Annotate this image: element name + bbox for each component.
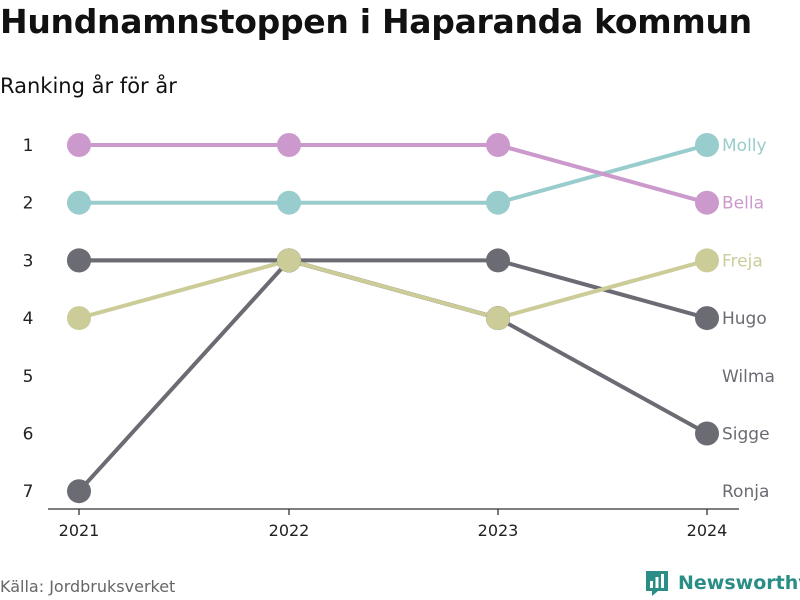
y-tick-label: 5 — [23, 367, 34, 387]
end-label-freja: Freja — [722, 251, 763, 271]
chart-title: Hundnamnstoppen i Haparanda kommun — [0, 2, 752, 41]
series-line-ronja — [77, 258, 500, 494]
series-line-bella — [77, 143, 709, 205]
end-label-wilma: Wilma — [722, 367, 775, 387]
x-tick-label: 2024 — [687, 521, 728, 540]
marker-molly — [277, 190, 301, 215]
series-line-molly — [77, 143, 709, 205]
marker-sigge — [695, 421, 719, 446]
y-tick-label: 3 — [23, 251, 34, 271]
marker-freja — [277, 248, 301, 273]
marker-freja — [695, 248, 719, 273]
marker-bella — [67, 133, 91, 157]
end-label-ronja: Ronja — [722, 482, 769, 502]
marker-hugo — [486, 248, 510, 273]
x-tick-label: 2023 — [478, 521, 519, 540]
y-tick-label: 6 — [23, 425, 34, 445]
marker-hugo — [695, 306, 719, 331]
marker-molly — [486, 190, 510, 215]
x-tick-label: 2022 — [269, 521, 310, 540]
x-tick-label: 2021 — [59, 521, 100, 540]
end-label-sigge: Sigge — [722, 425, 770, 445]
y-tick-label: 1 — [23, 136, 34, 156]
y-tick-label: 7 — [23, 482, 34, 502]
brand-name: Newsworthy — [678, 572, 800, 594]
chart-subtitle: Ranking år för år — [0, 74, 177, 98]
marker-molly — [67, 190, 91, 215]
series-line-freja — [77, 258, 709, 321]
marker-freja — [67, 306, 91, 331]
end-label-molly: Molly — [722, 136, 767, 156]
end-label-hugo: Hugo — [722, 309, 767, 329]
marker-bella — [277, 133, 301, 157]
marker-freja — [486, 306, 510, 331]
source-note: Källa: Jordbruksverket — [0, 577, 176, 596]
marker-hugo — [67, 248, 91, 273]
series-line-sigge — [287, 258, 709, 436]
marker-bella — [695, 190, 719, 215]
y-tick-label: 2 — [23, 194, 34, 214]
marker-molly — [695, 133, 719, 157]
y-tick-label: 4 — [23, 309, 34, 329]
newsworthy-logo: Newsworthy — [644, 569, 800, 597]
bar-chart-icon — [646, 571, 668, 596]
end-label-bella: Bella — [722, 194, 764, 214]
marker-bella — [486, 133, 510, 157]
marker-ronja — [67, 479, 91, 504]
